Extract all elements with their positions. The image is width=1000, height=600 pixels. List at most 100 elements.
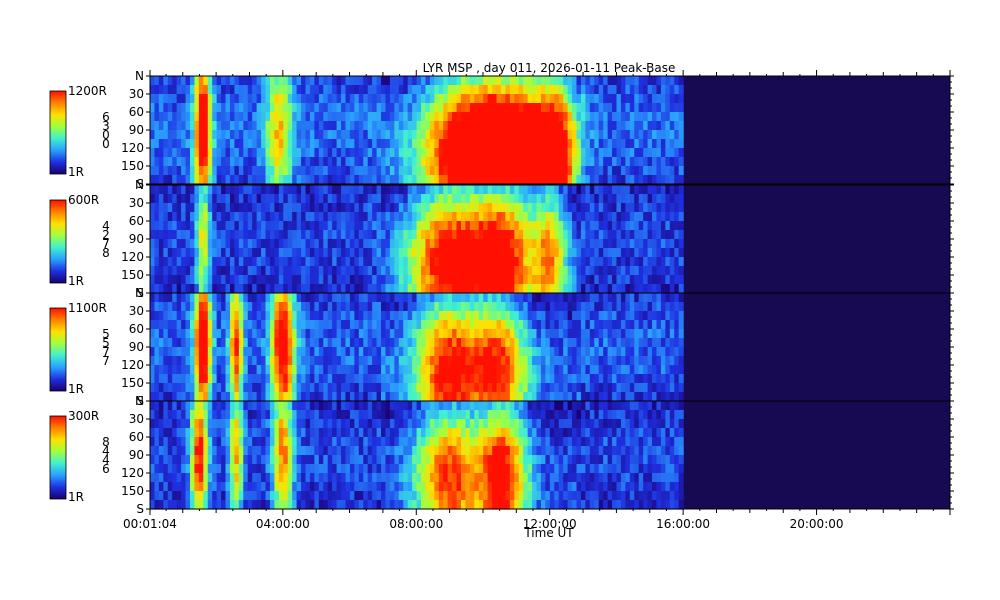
heatmap-cell (474, 257, 480, 267)
heatmap-cell (376, 112, 382, 122)
heatmap-cell (358, 175, 364, 185)
heatmap-cell (332, 338, 338, 348)
heatmap-cell (629, 239, 635, 249)
heatmap-cell (403, 166, 409, 176)
heatmap-cell (274, 302, 280, 312)
heatmap-cell (527, 112, 533, 122)
heatmap-cell (638, 383, 644, 393)
heatmap-cell (452, 185, 458, 195)
heatmap-cell (612, 320, 618, 330)
heatmap-cell (309, 284, 315, 294)
heatmap-cell (154, 185, 160, 195)
heatmap-cell (460, 130, 467, 140)
heatmap-cell (536, 275, 542, 285)
heatmap-cell (505, 130, 511, 140)
heatmap-cell (189, 401, 196, 411)
heatmap-cell (527, 157, 533, 167)
heatmap-cell (612, 221, 618, 231)
heatmap-cell (474, 365, 480, 375)
heatmap-cell (496, 221, 502, 231)
heatmap-cell (203, 500, 209, 510)
heatmap-cell (496, 374, 502, 384)
heatmap-cell (665, 275, 671, 285)
heatmap-cell (607, 248, 613, 258)
heatmap-cell (238, 365, 244, 375)
heatmap-cell (452, 356, 458, 366)
heatmap-cell (545, 374, 551, 384)
heatmap-cell (580, 266, 586, 276)
heatmap-cell (460, 76, 467, 86)
heatmap-cell (483, 130, 489, 140)
heatmap-cell (283, 464, 289, 474)
heatmap-cell (225, 383, 231, 393)
colorbar (49, 90, 67, 175)
heatmap-cell (154, 212, 160, 222)
heatmap-cell (678, 266, 684, 276)
heatmap-cell (261, 374, 267, 384)
heatmap-cell (189, 130, 196, 140)
heatmap-cell (492, 302, 498, 312)
heatmap-cell (478, 383, 484, 393)
heatmap-cell (616, 311, 622, 321)
heatmap-cell (394, 302, 400, 312)
chart-title: LYR MSP , day 011, 2026-01-11 Peak-Base (423, 61, 676, 75)
heatmap-cell (394, 248, 400, 258)
heatmap-cell (287, 112, 293, 122)
heatmap-cell (487, 85, 493, 95)
heatmap-cell (554, 221, 560, 231)
heatmap-cell (207, 148, 213, 158)
heatmap-cell (269, 275, 275, 285)
heatmap-cell (181, 175, 187, 185)
heatmap-cell (358, 293, 364, 303)
heatmap-cell (247, 374, 253, 384)
heatmap-cell (323, 130, 329, 140)
heatmap-cell (372, 329, 378, 339)
heatmap-cell (301, 139, 307, 149)
heatmap-cell (532, 347, 538, 357)
heatmap-cell (532, 148, 538, 158)
heatmap-cell (150, 329, 156, 339)
heatmap-cell (363, 356, 369, 366)
heatmap-cell (283, 239, 289, 249)
heatmap-cell (612, 148, 618, 158)
heatmap-cell (309, 500, 315, 510)
heatmap-cell (372, 121, 378, 131)
heatmap-cell (656, 257, 662, 267)
heatmap-cell (314, 419, 320, 429)
heatmap-cell (652, 293, 658, 303)
heatmap-cell (434, 221, 440, 231)
heatmap-cell (372, 94, 378, 104)
heatmap-cell (389, 284, 395, 294)
heatmap-cell (394, 94, 400, 104)
heatmap-cell (305, 212, 311, 222)
heatmap-cell (638, 239, 644, 249)
heatmap-cell (176, 347, 182, 357)
heatmap-cell (572, 221, 578, 231)
heatmap-cell (412, 121, 418, 131)
heatmap-cell (367, 392, 373, 402)
heatmap-cell (376, 257, 382, 267)
heatmap-cell (563, 347, 569, 357)
heatmap-cell (345, 203, 351, 213)
heatmap-cell (660, 365, 666, 375)
heatmap-cell (354, 212, 360, 222)
heatmap-cell (385, 185, 391, 195)
heatmap-cell (443, 392, 449, 402)
heatmap-cell (389, 275, 395, 285)
heatmap-cell (665, 284, 671, 294)
heatmap-cell (221, 491, 227, 501)
heatmap-cell (185, 302, 191, 312)
heatmap-cell (278, 320, 284, 330)
heatmap-cell (425, 157, 431, 167)
heatmap-cell (403, 139, 409, 149)
heatmap-cell (474, 311, 480, 321)
heatmap-cell (425, 121, 431, 131)
heatmap-cell (674, 293, 680, 303)
heatmap-cell (167, 76, 173, 86)
heatmap-cell (412, 257, 418, 267)
heatmap-cell (429, 374, 435, 384)
heatmap-cell (336, 491, 342, 501)
heatmap-cell (416, 94, 422, 104)
heatmap-cell (265, 148, 271, 158)
